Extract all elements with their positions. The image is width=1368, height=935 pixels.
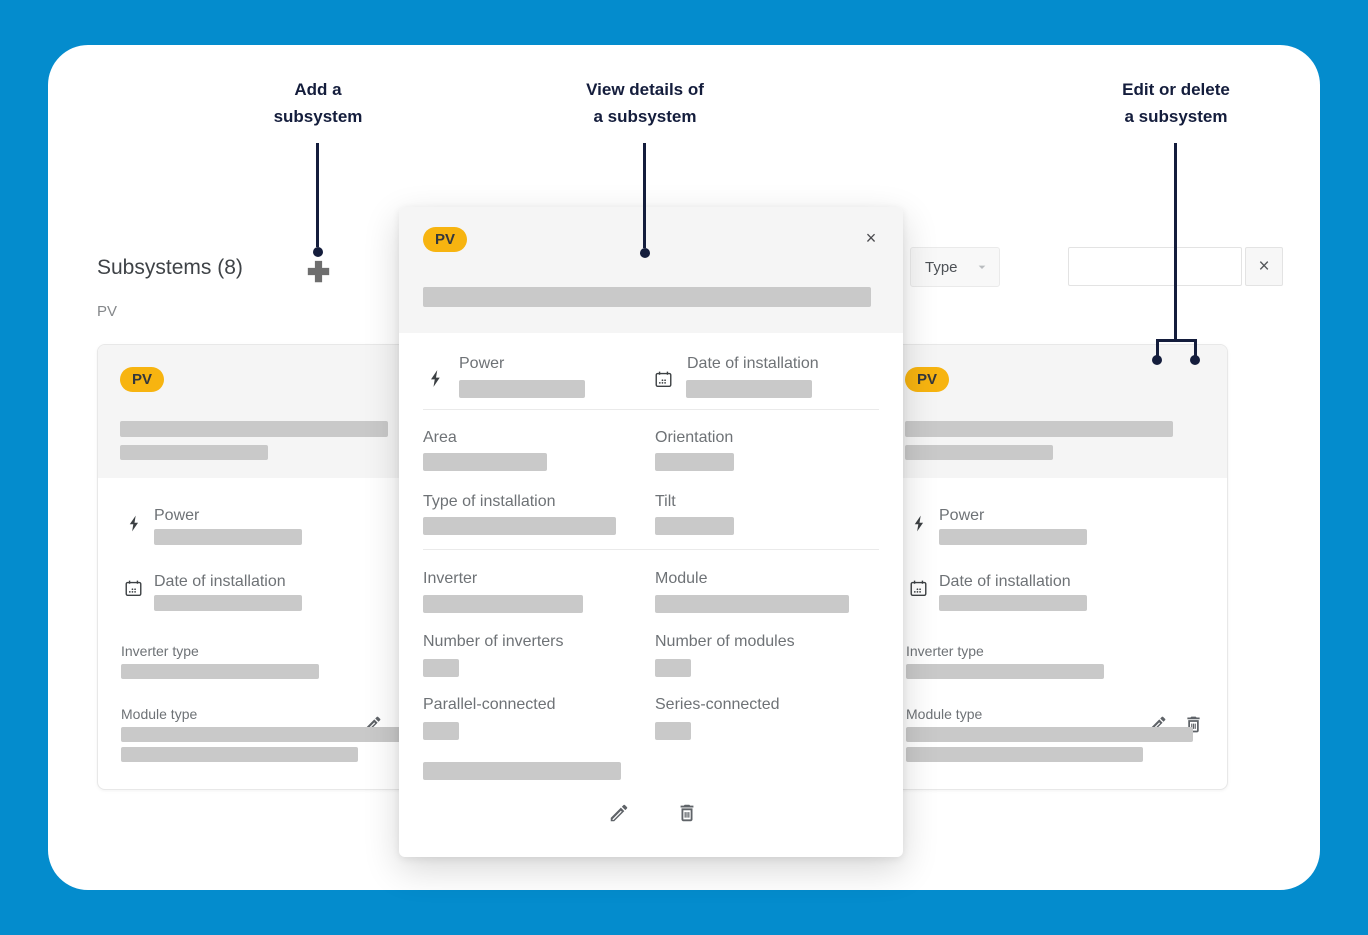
placeholder-bar — [905, 445, 1053, 460]
power-label: Power — [939, 507, 985, 524]
modal-header: PV — [399, 207, 903, 333]
pencil-icon — [610, 804, 628, 822]
annotation-line — [643, 143, 646, 248]
delete-button[interactable] — [676, 802, 698, 824]
placeholder-bar — [423, 762, 621, 780]
parallel-connected-label: Parallel-connected — [423, 696, 556, 713]
date-of-installation-label: Date of installation — [154, 573, 286, 590]
annotation-edit-delete: Edit or delete a subsystem — [1122, 80, 1230, 126]
placeholder-bar — [423, 287, 871, 307]
tilt-label: Tilt — [655, 493, 676, 510]
divider — [423, 409, 879, 410]
power-label: Power — [154, 507, 200, 524]
clear-icon: × — [1258, 255, 1270, 277]
annotation-line — [1156, 339, 1159, 358]
trash-icon — [680, 804, 694, 822]
area-label: Area — [423, 429, 457, 446]
annotation-line — [1174, 143, 1177, 341]
placeholder-bar — [121, 727, 408, 742]
edit-button[interactable] — [608, 802, 630, 824]
calendar-icon — [908, 578, 929, 599]
date-of-installation-label: Date of installation — [687, 355, 819, 372]
annotation-line — [316, 143, 319, 247]
placeholder-bar — [905, 421, 1173, 437]
group-label: PV — [97, 303, 118, 320]
card-header: PV — [98, 345, 442, 733]
pv-badge: PV — [905, 367, 950, 392]
series-connected-label: Series-connected — [655, 696, 780, 713]
search-input[interactable] — [1068, 247, 1242, 286]
placeholder-bar — [655, 722, 691, 740]
plus-icon — [307, 260, 330, 283]
power-icon — [426, 367, 446, 390]
placeholder-bar — [121, 664, 319, 679]
placeholder-bar — [120, 421, 388, 437]
pv-badge: PV — [120, 367, 165, 392]
placeholder-bar — [686, 380, 812, 398]
module-label: Module — [655, 570, 708, 587]
placeholder-bar — [939, 529, 1087, 545]
placeholder-bar — [655, 453, 734, 471]
calendar-icon — [123, 578, 144, 599]
placeholder-bar — [154, 529, 302, 545]
annotation-view-details: View details of a subsystem — [586, 80, 704, 126]
placeholder-bar — [423, 453, 547, 471]
placeholder-bar — [121, 747, 358, 762]
placeholder-bar — [423, 659, 459, 677]
orientation-label: Orientation — [655, 429, 734, 446]
annotation-dot — [313, 247, 323, 257]
divider — [423, 549, 879, 550]
power-label: Power — [459, 355, 505, 372]
pv-badge: PV — [423, 227, 468, 252]
placeholder-bar — [423, 517, 616, 535]
module-type-label: Module type — [121, 706, 198, 722]
power-icon — [125, 513, 144, 534]
chevron-down-icon — [974, 259, 990, 275]
annotation-dot — [640, 248, 650, 258]
annotation-bracket — [1156, 339, 1197, 342]
annotation-line — [1194, 339, 1197, 358]
placeholder-bar — [939, 595, 1087, 611]
search-clear-button[interactable]: × — [1245, 247, 1283, 286]
type-filter-label: Type — [925, 258, 958, 276]
placeholder-bar — [423, 595, 583, 613]
placeholder-bar — [906, 664, 1104, 679]
close-icon: × — [865, 227, 877, 248]
page-title: Subsystems (8) — [97, 256, 243, 279]
modal-close-button[interactable]: × — [858, 225, 884, 251]
card-header: PV — [883, 345, 1227, 733]
placeholder-bar — [906, 747, 1143, 762]
subsystem-details-modal: PV Power Date of installation Area Orien… — [399, 207, 903, 857]
type-filter-dropdown[interactable]: Type — [910, 247, 1000, 287]
inverter-label: Inverter — [423, 570, 478, 587]
add-subsystem-button[interactable] — [305, 258, 332, 285]
number-of-inverters-label: Number of inverters — [423, 633, 564, 650]
placeholder-bar — [906, 727, 1193, 742]
placeholder-bar — [655, 517, 734, 535]
placeholder-bar — [655, 595, 849, 613]
placeholder-bar — [459, 380, 585, 398]
placeholder-bar — [655, 659, 691, 677]
power-icon — [910, 513, 929, 534]
date-of-installation-label: Date of installation — [939, 573, 1071, 590]
inverter-type-label: Inverter type — [906, 643, 984, 659]
annotation-add-subsystem: Add a subsystem — [273, 80, 363, 126]
type-of-installation-label: Type of installation — [423, 493, 556, 510]
inverter-type-label: Inverter type — [121, 643, 199, 659]
calendar-icon — [653, 369, 674, 390]
module-type-label: Module type — [906, 706, 983, 722]
subsystem-card[interactable]: PV Power Date of installation Inverter t… — [882, 344, 1228, 790]
placeholder-bar — [120, 445, 268, 460]
annotation-dot — [1152, 355, 1162, 365]
subsystem-card[interactable]: PV Power Date of installation Inverter t… — [97, 344, 443, 790]
annotation-dot — [1190, 355, 1200, 365]
placeholder-bar — [423, 722, 459, 740]
number-of-modules-label: Number of modules — [655, 633, 795, 650]
placeholder-bar — [154, 595, 302, 611]
